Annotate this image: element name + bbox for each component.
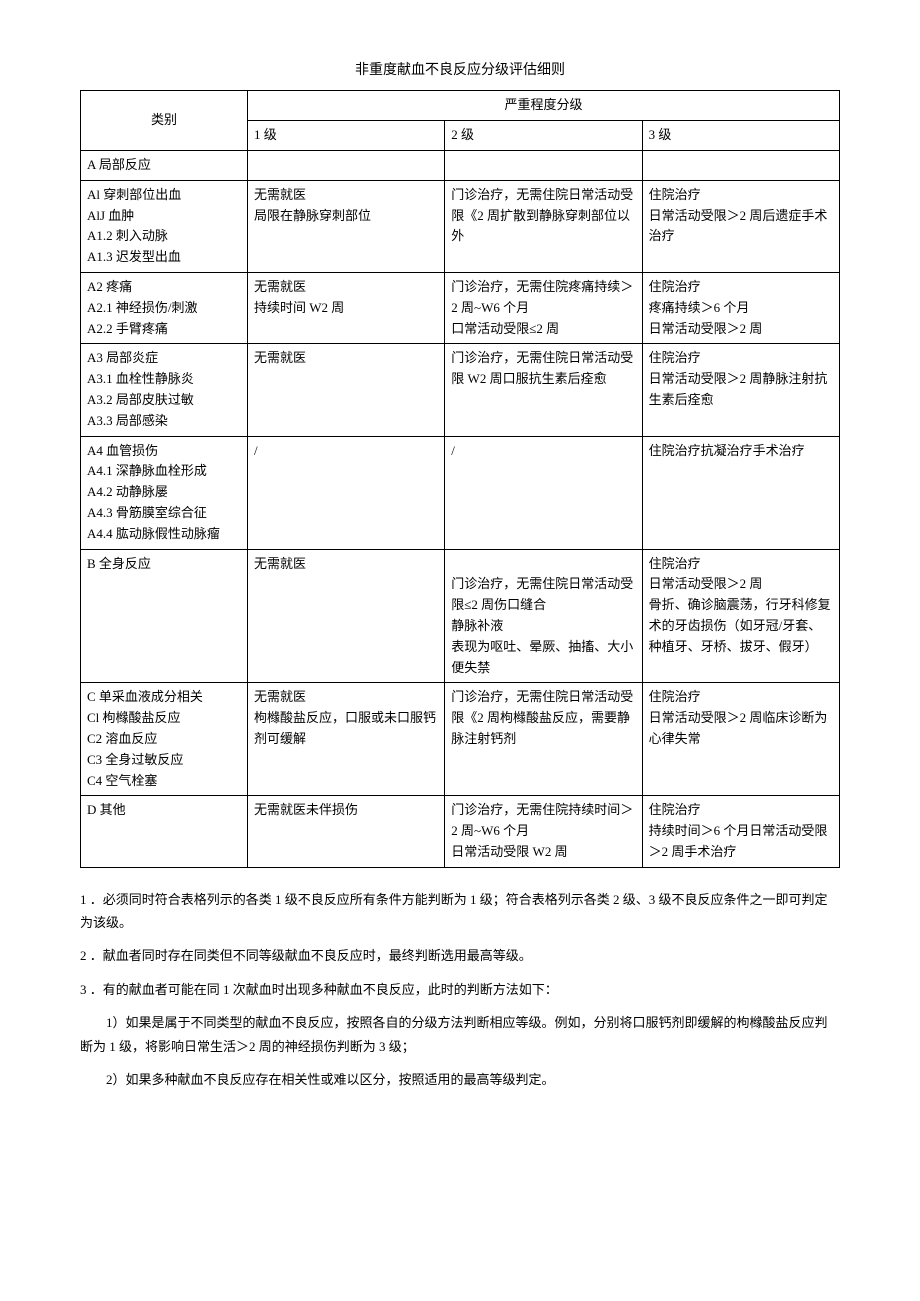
cell-level-1: 无需就医 持续时间 W2 周 — [247, 272, 444, 343]
grading-table: 类别 严重程度分级 1 级 2 级 3 级 A 局部反应 Al 穿刺部位出血 A… — [80, 90, 840, 867]
table-row: A2 疼痛 A2.1 神经损伤/刺激 A2.2 手臂疼痛 无需就医 持续时间 W… — [81, 272, 840, 343]
table-row: D 其他 无需就医未伴损伤 门诊治疗，无需住院持续时间＞2 周~W6 个月 日常… — [81, 796, 840, 867]
table-row: B 全身反应 无需就医 门诊治疗，无需住院日常活动受限≤2 周伤口缝合 静脉补液… — [81, 549, 840, 683]
note-3a: 1）如果是属于不同类型的献血不良反应，按照各自的分级方法判断相应等级。例如，分别… — [80, 1011, 840, 1058]
cell-level-2: 门诊治疗，无需住院持续时间＞2 周~W6 个月 日常活动受限 W2 周 — [445, 796, 642, 867]
cell-category: A2 疼痛 A2.1 神经损伤/刺激 A2.2 手臂疼痛 — [81, 272, 248, 343]
cell-level-3: 住院治疗 日常活动受限＞2 周静脉注射抗生素后痊愈 — [642, 344, 839, 436]
cell-level-3: 住院治疗抗凝治疗手术治疗 — [642, 436, 839, 549]
table-row: Al 穿刺部位出血 AlJ 血肿 A1.2 刺入动脉 A1.3 迟发型出血 无需… — [81, 180, 840, 272]
table-row: A4 血管损伤 A4.1 深静脉血栓形成 A4.2 动静脉屡 A4.3 骨筋膜室… — [81, 436, 840, 549]
cell-category: A3 局部炎症 A3.1 血栓性静脉炎 A3.2 局部皮肤过敏 A3.3 局部感… — [81, 344, 248, 436]
cell-level-2: 门诊治疗，无需住院疼痛持续＞2 周~W6 个月 口常活动受限≤2 周 — [445, 272, 642, 343]
table-row: C 单采血液成分相关 Cl 枸橼酸盐反应 C2 溶血反应 C3 全身过敏反应 C… — [81, 683, 840, 796]
header-level-2: 2 级 — [445, 121, 642, 151]
cell-level-2: 门诊治疗，无需住院日常活动受限 W2 周口服抗生素后痊愈 — [445, 344, 642, 436]
header-category: 类别 — [81, 91, 248, 151]
header-severity: 严重程度分级 — [247, 91, 839, 121]
cell-level-2 — [445, 150, 642, 180]
cell-level-3: 住院治疗 日常活动受限＞2 周 骨折、确诊脑震荡，行牙科修复术的牙齿损伤（如牙冠… — [642, 549, 839, 683]
cell-category: A4 血管损伤 A4.1 深静脉血栓形成 A4.2 动静脉屡 A4.3 骨筋膜室… — [81, 436, 248, 549]
cell-level-2: 门诊治疗，无需住院日常活动受限≤2 周伤口缝合 静脉补液 表现为呕吐、晕厥、抽搐… — [445, 549, 642, 683]
cell-level-2: 门诊治疗，无需住院日常活动受限《2 周枸橼酸盐反应，需要静脉注射钙剂 — [445, 683, 642, 796]
note-1: 1 ．必须同时符合表格列示的各类 1 级不良反应所有条件方能判断为 1 级；符合… — [80, 888, 840, 935]
notes-section: 1 ．必须同时符合表格列示的各类 1 级不良反应所有条件方能判断为 1 级；符合… — [80, 888, 840, 1092]
cell-level-1: 无需就医 — [247, 344, 444, 436]
cell-level-1: / — [247, 436, 444, 549]
note-3: 3 ．有的献血者可能在同 1 次献血时出现多种献血不良反应，此时的判断方法如下： — [80, 978, 840, 1001]
document-title: 非重度献血不良反应分级评估细则 — [80, 60, 840, 82]
cell-level-3: 住院治疗 日常活动受限＞2 周临床诊断为心律失常 — [642, 683, 839, 796]
cell-level-3: 住院治疗 疼痛持续＞6 个月 日常活动受限＞2 周 — [642, 272, 839, 343]
header-level-1: 1 级 — [247, 121, 444, 151]
cell-level-3: 住院治疗 日常活动受限＞2 周后遗症手术治疗 — [642, 180, 839, 272]
cell-level-1: 无需就医 — [247, 549, 444, 683]
cell-level-3: 住院治疗 持续时间＞6 个月日常活动受限＞2 周手术治疗 — [642, 796, 839, 867]
cell-level-1: 无需就医未伴损伤 — [247, 796, 444, 867]
cell-level-1 — [247, 150, 444, 180]
table-row: A 局部反应 — [81, 150, 840, 180]
note-2: 2 ．献血者同时存在同类但不同等级献血不良反应时，最终判断选用最高等级。 — [80, 944, 840, 967]
table-row: A3 局部炎症 A3.1 血栓性静脉炎 A3.2 局部皮肤过敏 A3.3 局部感… — [81, 344, 840, 436]
note-3b: 2）如果多种献血不良反应存在相关性或难以区分，按照适用的最高等级判定。 — [80, 1068, 840, 1091]
cell-level-1: 无需就医 局限在静脉穿刺部位 — [247, 180, 444, 272]
cell-category: Al 穿刺部位出血 AlJ 血肿 A1.2 刺入动脉 A1.3 迟发型出血 — [81, 180, 248, 272]
cell-level-2: 门诊治疗，无需住院日常活动受限《2 周扩散到静脉穿刺部位以外 — [445, 180, 642, 272]
cell-category: C 单采血液成分相关 Cl 枸橼酸盐反应 C2 溶血反应 C3 全身过敏反应 C… — [81, 683, 248, 796]
cell-category: A 局部反应 — [81, 150, 248, 180]
cell-level-1: 无需就医 枸橼酸盐反应，口服或未口服钙剂可缓解 — [247, 683, 444, 796]
cell-category: D 其他 — [81, 796, 248, 867]
cell-level-2: / — [445, 436, 642, 549]
cell-category: B 全身反应 — [81, 549, 248, 683]
header-level-3: 3 级 — [642, 121, 839, 151]
cell-level-3 — [642, 150, 839, 180]
